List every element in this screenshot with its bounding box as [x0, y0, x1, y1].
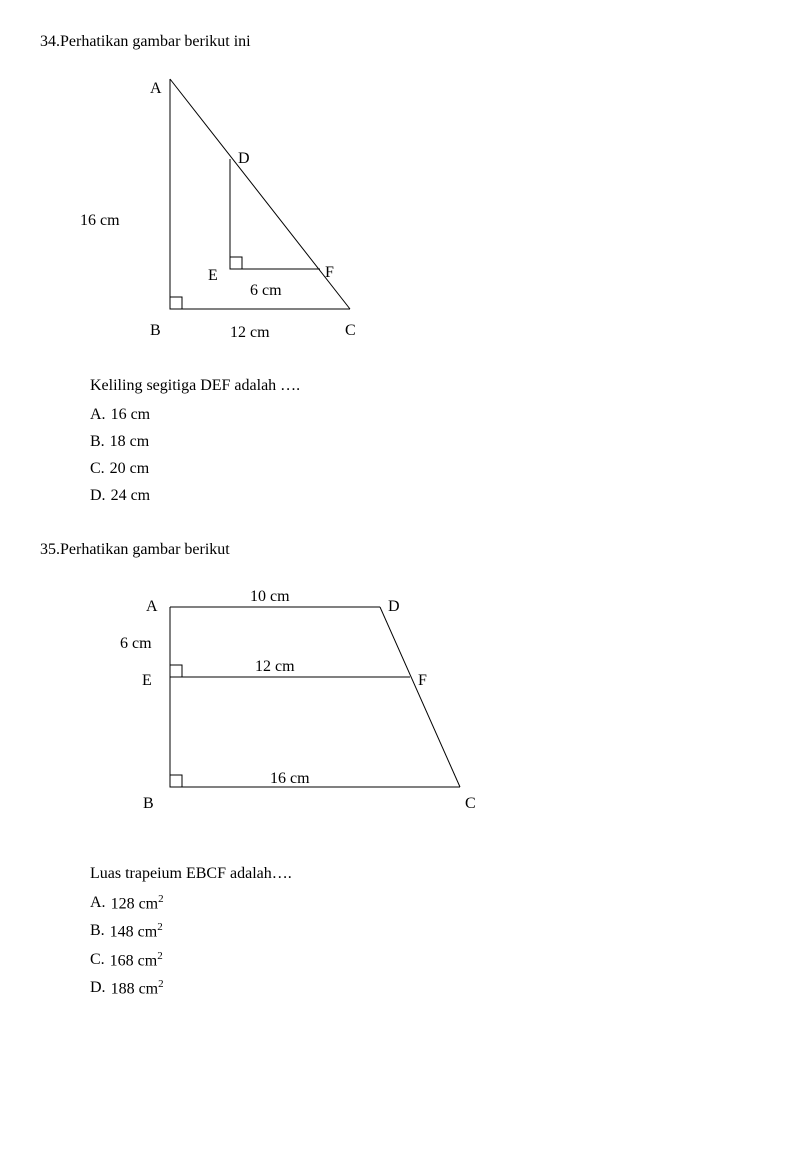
option-text: 168 cm2 — [110, 948, 163, 973]
label-E: E — [142, 669, 152, 693]
option-text: 18 cm — [110, 430, 150, 454]
question-number-35: 35. — [40, 538, 60, 562]
label-A: A — [150, 77, 162, 101]
label-C: C — [465, 792, 476, 816]
label-side-AD: 10 cm — [250, 585, 290, 609]
question-35: 35. Perhatikan gambar berikut A D E F B … — [40, 538, 754, 1001]
question-text-34: Keliling segitiga DEF adalah …. — [90, 374, 754, 398]
option-35-c: C. 168 cm2 — [90, 948, 754, 973]
question-number-34: 34. — [40, 30, 60, 54]
label-A: A — [146, 595, 158, 619]
label-B: B — [150, 319, 161, 343]
option-text: 24 cm — [111, 484, 151, 508]
option-text: 188 cm2 — [111, 976, 164, 1001]
question-intro-35: 35. Perhatikan gambar berikut — [40, 538, 754, 562]
triangle-figure — [90, 69, 370, 349]
label-E: E — [208, 264, 218, 288]
label-C: C — [345, 319, 356, 343]
option-letter: D. — [90, 976, 106, 1001]
option-34-b: B. 18 cm — [90, 430, 754, 454]
question-text-35: Luas trapeium EBCF adalah…. — [90, 862, 754, 886]
label-side-AE: 6 cm — [120, 632, 152, 656]
label-D: D — [238, 147, 250, 171]
option-letter: A. — [90, 403, 106, 427]
option-34-a: A. 16 cm — [90, 403, 754, 427]
label-F: F — [418, 669, 427, 693]
figure-35: A D E F B C 10 cm 12 cm 16 cm 6 cm — [90, 577, 490, 837]
option-35-b: B. 148 cm2 — [90, 919, 754, 944]
options-35: A. 128 cm2 B. 148 cm2 C. 168 cm2 D. 188 … — [90, 891, 754, 1001]
option-letter: A. — [90, 891, 106, 916]
option-34-d: D. 24 cm — [90, 484, 754, 508]
question-intro-34: 34. Perhatikan gambar berikut ini — [40, 30, 754, 54]
question-intro-text-35: Perhatikan gambar berikut — [60, 538, 230, 562]
label-D: D — [388, 595, 400, 619]
option-34-c: C. 20 cm — [90, 457, 754, 481]
option-letter: D. — [90, 484, 106, 508]
label-F: F — [325, 261, 334, 285]
option-letter: B. — [90, 919, 105, 944]
options-34: A. 16 cm B. 18 cm C. 20 cm D. 24 cm — [90, 403, 754, 508]
option-text: 16 cm — [111, 403, 151, 427]
option-text: 148 cm2 — [110, 919, 163, 944]
label-B: B — [143, 792, 154, 816]
question-34: 34. Perhatikan gambar berikut ini A B C … — [40, 30, 754, 508]
label-side-BC: 16 cm — [270, 767, 310, 791]
option-text: 128 cm2 — [111, 891, 164, 916]
option-letter: C. — [90, 457, 105, 481]
option-letter: C. — [90, 948, 105, 973]
label-side-EF: 6 cm — [250, 279, 282, 303]
figure-34: A B C D E F 16 cm 12 cm 6 cm — [90, 69, 370, 349]
label-side-BC: 12 cm — [230, 321, 270, 345]
question-intro-text-34: Perhatikan gambar berikut ini — [60, 30, 251, 54]
option-35-a: A. 128 cm2 — [90, 891, 754, 916]
label-side-AB: 16 cm — [80, 209, 120, 233]
option-letter: B. — [90, 430, 105, 454]
option-text: 20 cm — [110, 457, 150, 481]
option-35-d: D. 188 cm2 — [90, 976, 754, 1001]
label-side-EF: 12 cm — [255, 655, 295, 679]
